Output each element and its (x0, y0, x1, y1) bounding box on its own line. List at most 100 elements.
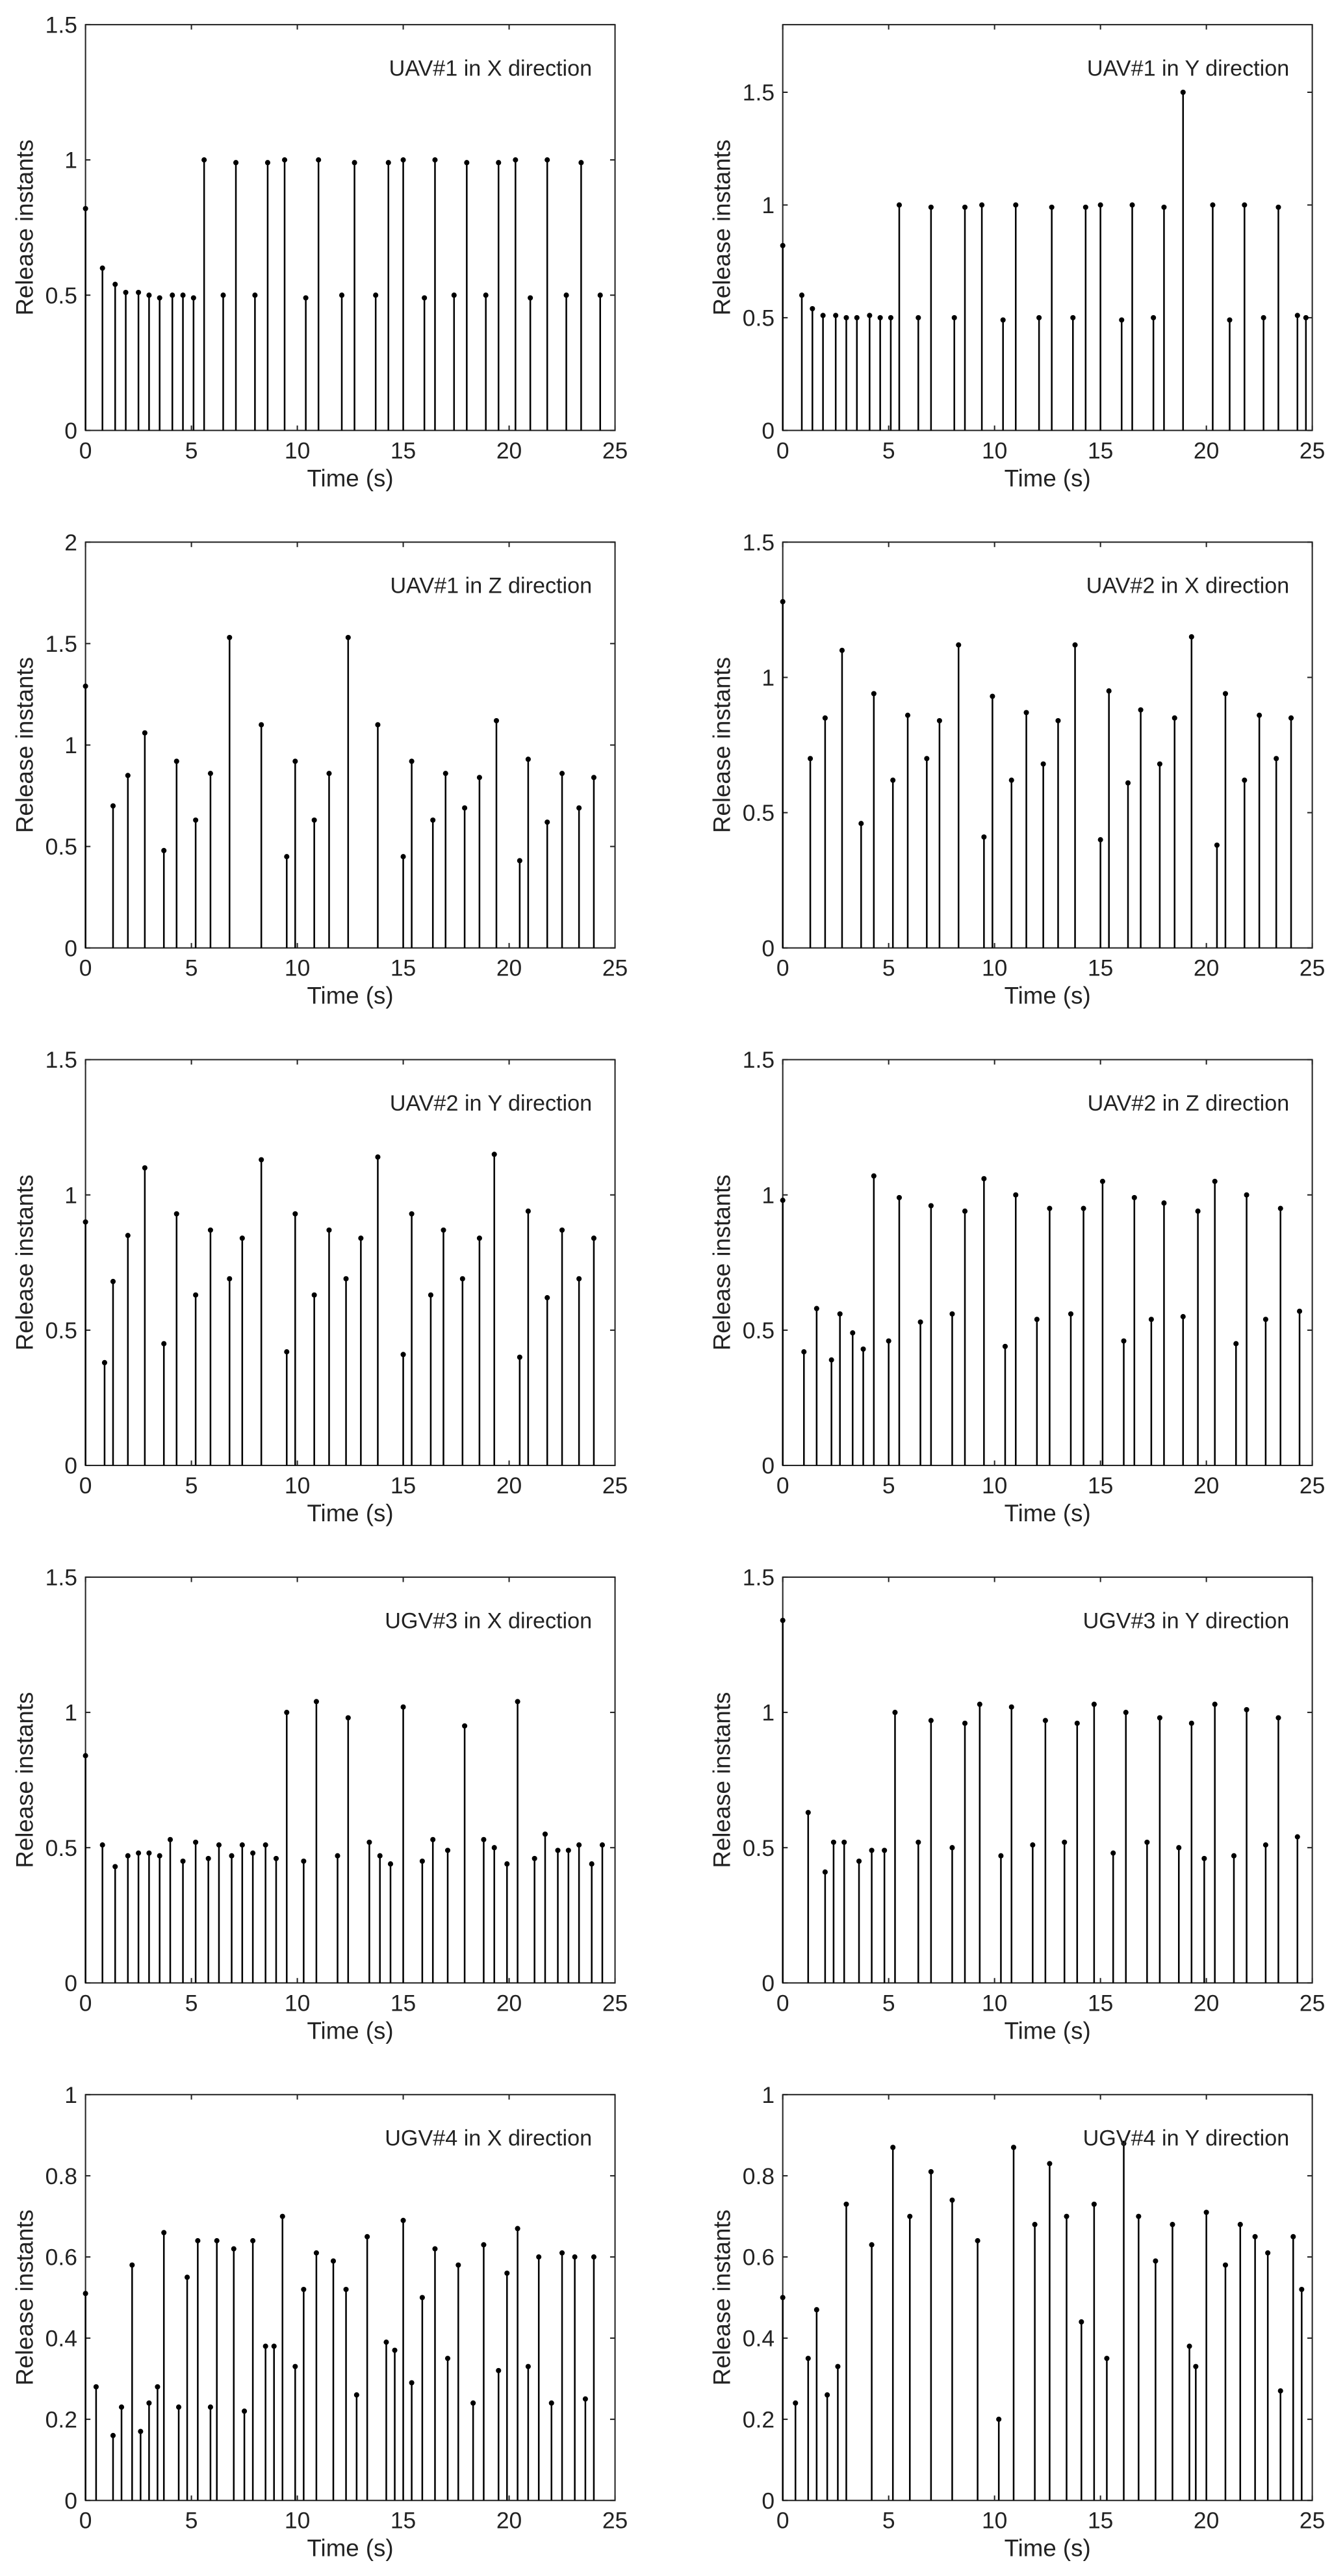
stem-marker (780, 599, 786, 604)
stem-marker (352, 160, 357, 166)
stem-marker (1294, 1834, 1300, 1840)
y-tick-label: 1.5 (743, 1047, 775, 1073)
panel-title: UGV#3 in Y direction (1083, 1608, 1290, 1633)
stem-marker (375, 1154, 381, 1160)
stem-marker (1157, 1715, 1162, 1721)
y-tick-label: 1 (64, 2082, 77, 2108)
x-tick-label: 15 (1088, 1990, 1113, 2016)
stem-marker (896, 1194, 903, 1200)
stem-marker (123, 290, 129, 296)
stem-marker (1151, 315, 1157, 320)
stem-marker (830, 1839, 836, 1845)
stem-marker (589, 1861, 595, 1867)
stem-marker (801, 1349, 807, 1355)
stem-marker (869, 1848, 875, 1853)
x-tick-label: 0 (79, 1990, 92, 2016)
stem-marker (432, 157, 438, 163)
stem-marker (284, 854, 290, 860)
y-axis-label: Release instants (709, 140, 736, 316)
y-tick-label: 0.5 (743, 305, 775, 331)
x-tick-label: 20 (1194, 1473, 1219, 1499)
stem-marker (430, 817, 436, 823)
y-tick-label: 0.5 (45, 283, 77, 309)
stem-marker (1023, 710, 1029, 715)
stem-marker (250, 2238, 256, 2244)
stem-marker (1275, 204, 1281, 210)
stem-marker (1274, 756, 1279, 762)
stem-marker (214, 2238, 220, 2244)
stem-marker (949, 1311, 955, 1317)
stem-marker (1252, 2234, 1258, 2239)
stem-marker (496, 2367, 502, 2373)
stem-marker (1257, 712, 1262, 718)
stem-marker (326, 771, 332, 777)
x-tick-label: 0 (776, 2508, 789, 2534)
stem-marker (136, 1850, 142, 1856)
y-tick-label: 1 (64, 148, 77, 174)
stem-marker (375, 722, 381, 728)
stem-marker (264, 160, 270, 166)
stem-marker (326, 1227, 332, 1233)
stem-marker (1099, 1178, 1105, 1184)
stem-marker (917, 1319, 923, 1325)
stem-marker (882, 1848, 888, 1853)
stem-marker (259, 722, 264, 728)
y-tick-label: 0.6 (45, 2245, 77, 2271)
stem-marker (1129, 202, 1135, 208)
stem-marker (419, 1858, 425, 1864)
stem-marker (190, 295, 196, 301)
stem-marker (481, 2242, 487, 2248)
stem-marker (273, 1855, 279, 1861)
stem-marker (345, 634, 351, 641)
y-tick-label: 1.5 (45, 12, 77, 38)
x-tick-label: 10 (285, 955, 310, 981)
stem-marker (871, 1173, 877, 1179)
y-tick-label: 0.5 (45, 1835, 77, 1861)
stem-marker (146, 292, 152, 298)
panel-title: UAV#1 in X direction (389, 56, 593, 81)
stem-marker (422, 295, 428, 301)
stem-marker (515, 1699, 520, 1705)
y-tick-label: 0.8 (45, 2163, 77, 2189)
y-tick-label: 0 (64, 1970, 77, 1996)
stem-marker (455, 2262, 461, 2268)
y-tick-label: 2 (64, 530, 77, 556)
axes-box (782, 1059, 1313, 1467)
panel-title: UAV#2 in Y direction (390, 1091, 592, 1116)
stem-marker (220, 292, 226, 298)
stem-marker (850, 1330, 856, 1336)
stem-marker (1144, 1839, 1150, 1845)
stem-marker (1244, 1707, 1249, 1712)
stem-marker (216, 1842, 222, 1848)
stem-marker (239, 1235, 245, 1241)
y-tick-label: 1 (64, 1182, 77, 1208)
stem-marker (167, 1836, 173, 1842)
stem-marker (828, 1357, 834, 1363)
stem-marker (1034, 1317, 1040, 1322)
stem-marker (1097, 837, 1103, 843)
stem-marker (1013, 202, 1019, 208)
stem-marker (1062, 1839, 1068, 1845)
stem-marker (843, 2201, 849, 2207)
stem-marker (83, 205, 88, 212)
x-tick-label: 25 (602, 955, 628, 981)
x-tick-label: 20 (1194, 437, 1219, 463)
stem-marker (799, 292, 805, 298)
y-tick-label: 1.5 (45, 1565, 77, 1591)
x-axis-label: Time (s) (1005, 465, 1091, 491)
panel-title: UGV#4 in X direction (385, 2126, 592, 2151)
x-tick-label: 25 (602, 1990, 628, 2016)
stem-marker (1157, 761, 1162, 767)
stem-marker (1161, 204, 1167, 210)
stem-marker (392, 2347, 398, 2353)
stem-marker (565, 1848, 571, 1853)
stem-marker (432, 2246, 438, 2252)
stem-marker (820, 313, 826, 318)
stem-marker (780, 1198, 786, 1204)
y-tick-label: 0 (762, 1970, 775, 1996)
y-tick-label: 1 (762, 1182, 775, 1208)
stem-marker (1210, 202, 1216, 208)
stem-marker (1000, 317, 1006, 323)
stem-marker (559, 1227, 565, 1233)
stem-marker (977, 1701, 982, 1707)
